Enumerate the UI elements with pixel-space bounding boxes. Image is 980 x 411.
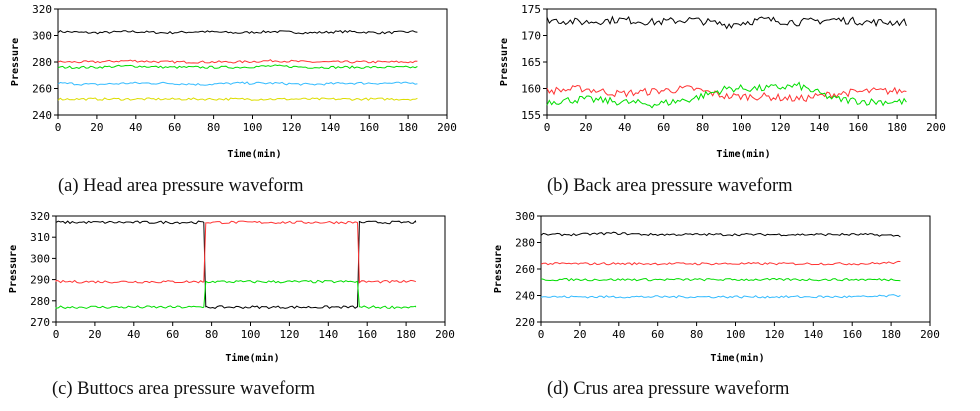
x-tick-label: 120 [770,121,790,134]
plot-frame [55,215,446,323]
x-tick-label: 0 [53,328,60,341]
x-tick-label: 60 [166,328,179,341]
y-axis-label: Pressure [10,38,21,86]
x-tick-label: 180 [881,328,901,341]
series-line-2 [55,220,417,284]
series-line-3 [57,64,418,70]
series-line-4 [540,294,901,299]
x-tick-label: 140 [809,121,829,134]
x-tick-label: 60 [657,121,670,134]
series-line-3 [540,277,901,282]
x-tick-label: 0 [55,121,62,134]
y-axis-label: Pressure [493,245,504,293]
y-axis-label: Pressure [8,245,19,293]
x-tick-label: 80 [207,121,220,134]
x-tick-label: 160 [848,121,868,134]
y-tick-label: 260 [32,83,52,96]
y-axis-label: Pressure [499,38,510,86]
series-line-1 [57,29,418,35]
x-tick-label: 200 [920,328,940,341]
x-axis-label: Time(min) [716,148,770,160]
x-tick-label: 100 [241,328,261,341]
x-tick-label: 40 [618,121,631,134]
x-tick-label: 200 [437,121,457,134]
x-tick-label: 180 [887,121,907,134]
y-tick-label: 320 [30,210,50,223]
chart-panel-3: 0 20 40 60 80 100 120 140 160 180 200 270 280 290 300 3… [8,210,455,399]
plot-frame [540,215,931,323]
series-line-2 [546,84,907,103]
series-line-3 [546,81,907,109]
x-tick-label: 0 [544,121,551,134]
chart-caption: (c) Buttocs area pressure waveform [52,379,316,399]
x-tick-label: 200 [435,328,455,341]
y-tick-label: 290 [30,274,50,287]
x-tick-label: 40 [127,328,140,341]
chart-panel-4: 0 20 40 60 80 100 120 140 160 180 200 220 240 260 280 3… [493,210,940,399]
x-tick-label: 100 [732,121,752,134]
x-tick-label: 20 [579,121,592,134]
y-tick-label: 300 [30,252,50,265]
x-tick-label: 60 [168,121,181,134]
x-tick-label: 80 [205,328,218,341]
x-tick-label: 160 [359,121,379,134]
x-tick-label: 140 [803,328,823,341]
y-tick-label: 310 [30,231,50,244]
y-tick-label: 280 [32,56,52,69]
y-tick-label: 300 [515,210,535,223]
x-tick-label: 60 [651,328,664,341]
y-tick-label: 165 [521,56,541,69]
y-tick-label: 170 [521,30,541,43]
series-line-1 [540,231,901,238]
y-tick-label: 260 [515,263,535,276]
x-axis-label: Time(min) [710,352,764,364]
chart-caption: (b) Back area pressure waveform [547,176,793,196]
x-tick-label: 80 [696,121,709,134]
x-tick-label: 100 [726,328,746,341]
x-tick-label: 40 [129,121,142,134]
x-tick-label: 180 [396,328,416,341]
x-tick-label: 0 [538,328,545,341]
series-line-3 [55,279,417,310]
x-tick-label: 180 [398,121,418,134]
y-tick-label: 175 [521,3,541,16]
y-tick-label: 280 [30,295,50,308]
x-tick-label: 200 [926,121,946,134]
x-tick-label: 120 [281,121,301,134]
y-tick-label: 320 [32,3,52,16]
y-tick-label: 280 [515,237,535,250]
y-tick-label: 240 [515,290,535,303]
chart-panel-2: 0 20 40 60 80 100 120 140 160 180 200 155 160 165 170 1… [499,3,946,196]
y-tick-label: 155 [521,109,541,122]
x-axis-label: Time(min) [225,352,279,364]
x-tick-label: 120 [764,328,784,341]
x-tick-label: 20 [88,328,101,341]
x-tick-label: 160 [357,328,377,341]
series-line-4 [57,81,418,86]
series-line-2 [57,59,418,64]
x-tick-label: 80 [690,328,703,341]
chart-caption: (a) Head area pressure waveform [58,176,304,196]
x-tick-label: 100 [243,121,263,134]
x-tick-label: 160 [842,328,862,341]
y-tick-label: 240 [32,109,52,122]
x-tick-label: 20 [90,121,103,134]
x-tick-label: 40 [612,328,625,341]
y-tick-label: 270 [30,316,50,329]
x-tick-label: 20 [573,328,586,341]
x-tick-label: 120 [279,328,299,341]
x-axis-label: Time(min) [227,148,281,160]
y-tick-label: 160 [521,83,541,96]
series-line-5 [57,97,418,101]
series-line-1 [546,15,907,30]
x-tick-label: 140 [320,121,340,134]
y-tick-label: 220 [515,316,535,329]
chart-panel-1: 0 20 40 60 80 100 120 140 160 180 200 240 260 280 300 3… [10,3,457,196]
chart-caption: (d) Crus area pressure waveform [547,379,790,399]
y-tick-label: 300 [32,30,52,43]
x-tick-label: 140 [318,328,338,341]
series-line-2 [540,260,901,266]
